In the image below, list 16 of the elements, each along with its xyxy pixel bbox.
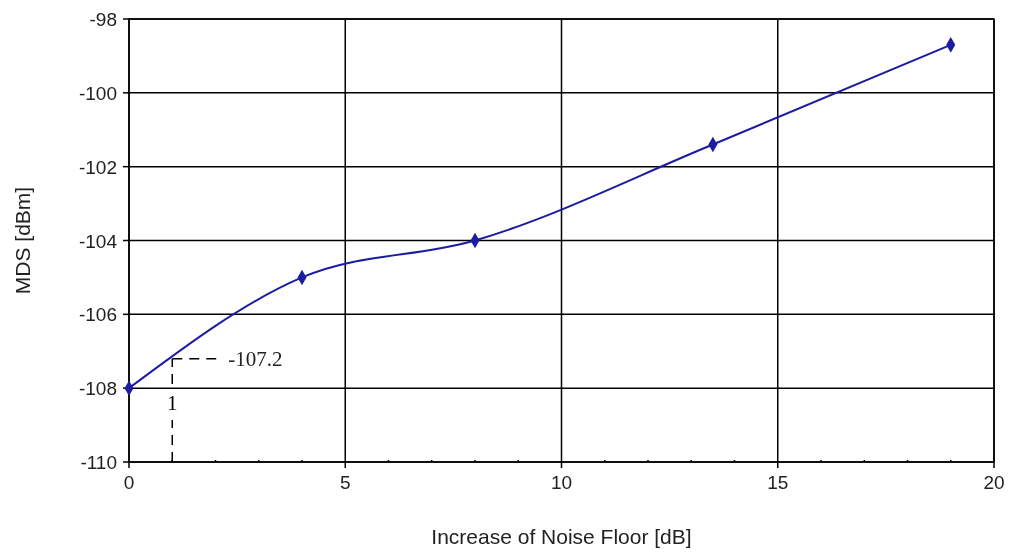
y-tick-label: -100 xyxy=(78,82,117,104)
y-tick-label: -106 xyxy=(78,304,117,326)
annotation: -107.2 xyxy=(228,346,283,371)
x-tick-label: 20 xyxy=(983,472,1005,493)
x-tick-label: 15 xyxy=(767,472,789,493)
y-tick-label: -102 xyxy=(78,156,117,178)
y-tick-label: -108 xyxy=(78,378,117,400)
y-tick-label: -110 xyxy=(80,452,117,473)
y-axis-title: MDS [dBm] xyxy=(11,186,34,295)
x-tick-label: 10 xyxy=(550,472,573,493)
y-tick-label: -104 xyxy=(78,230,118,252)
x-axis-title: Increase of Noise Floor [dB] xyxy=(431,525,692,548)
x-tick-label: 5 xyxy=(339,472,351,493)
x-tick-label: 0 xyxy=(123,472,135,493)
y-tick-label: -98 xyxy=(89,9,117,30)
annotation: 1 xyxy=(167,391,178,415)
